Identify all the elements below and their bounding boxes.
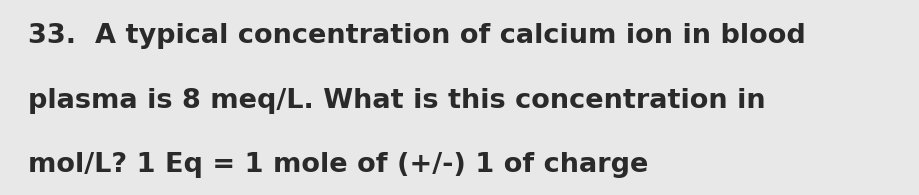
Text: mol/L? 1 Eq = 1 mole of (+/-) 1 of charge: mol/L? 1 Eq = 1 mole of (+/-) 1 of charg… (28, 152, 648, 178)
Text: 33.  A typical concentration of calcium ion in blood: 33. A typical concentration of calcium i… (28, 23, 805, 49)
Text: plasma is 8 meq/L. What is this concentration in: plasma is 8 meq/L. What is this concentr… (28, 88, 766, 114)
